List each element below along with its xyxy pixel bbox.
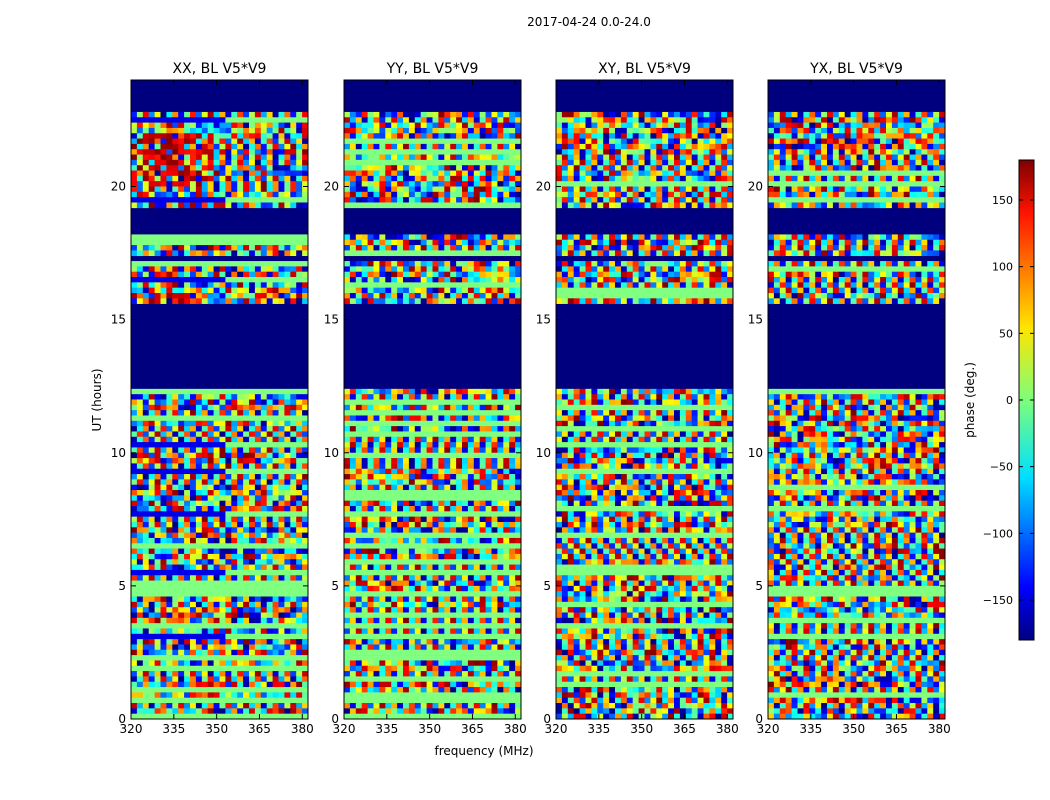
x-tick-label: 380 [504, 722, 527, 736]
colorbar-tick-label: 150 [992, 194, 1013, 207]
y-tick-label: 0 [118, 712, 126, 726]
x-axis-label: frequency (MHz) [434, 744, 533, 758]
colorbar-ticks: 150 100 50 0 −50 −100 −150 [983, 194, 1034, 607]
y-tick-label: 20 [536, 180, 551, 194]
panel-yy: YY, BL V5*V9 320 335 350 365 380 0 5 10 15 20 [324, 61, 527, 736]
x-tick-label: 335 [799, 722, 822, 736]
y-tick-label: 15 [111, 313, 126, 327]
y-tick-label: 20 [111, 180, 126, 194]
x-tick-label: 380 [291, 722, 314, 736]
y-tick-label: 15 [536, 313, 551, 327]
x-tick-label: 380 [716, 722, 739, 736]
heatmap-cells [131, 111, 309, 720]
panel-frame [343, 79, 522, 720]
y-tick-label: 20 [748, 180, 763, 194]
panel-yx: YX, BL V5*V9 320 335 350 365 380 0 5 10 15 20 [748, 61, 951, 736]
y-axis-label: UT (hours) [90, 368, 104, 431]
colorbar-tick-label: −100 [983, 527, 1013, 540]
x-tick-label: 320 [757, 722, 780, 736]
x-tick-label: 350 [630, 722, 653, 736]
colorbar-tick-label: 50 [999, 327, 1013, 340]
x-tick-label: 350 [842, 722, 865, 736]
x-tick-label: 335 [587, 722, 610, 736]
panel-xx: XX, BL V5*V9 320 335 350 365 380 0 5 10 15 20 [111, 61, 314, 736]
y-tick-label: 5 [331, 579, 339, 593]
y-tick-label: 0 [755, 712, 763, 726]
heatmap-cells [556, 111, 734, 720]
panel-title: XX, BL V5*V9 [173, 61, 267, 77]
heatmap-cells [344, 111, 522, 720]
x-tick-label: 365 [248, 722, 271, 736]
x-tick-label: 365 [461, 722, 484, 736]
panel-frame [130, 79, 309, 720]
x-tick-label: 380 [928, 722, 951, 736]
x-tick-label: 320 [333, 722, 356, 736]
panel-frame [767, 79, 946, 720]
x-tick-label: 365 [885, 722, 908, 736]
x-tick-label: 365 [673, 722, 696, 736]
y-tick-label: 20 [324, 180, 339, 194]
colorbar-tick-label: −150 [983, 594, 1013, 607]
x-tick-label: 335 [162, 722, 185, 736]
panel-title: YX, BL V5*V9 [809, 61, 903, 77]
x-tick-label: 320 [120, 722, 143, 736]
colorbar-tick-label: 0 [1006, 394, 1013, 407]
colorbar-label: phase (deg.) [963, 362, 977, 438]
x-tick-label: 350 [205, 722, 228, 736]
y-tick-label: 15 [324, 313, 339, 327]
heatmap-cells [768, 111, 946, 720]
y-tick-label: 10 [324, 446, 339, 460]
panel-title: XY, BL V5*V9 [598, 61, 691, 77]
y-tick-label: 0 [331, 712, 339, 726]
y-tick-label: 0 [543, 712, 551, 726]
y-tick-label: 10 [536, 446, 551, 460]
x-tick-label: 335 [375, 722, 398, 736]
y-tick-label: 10 [111, 446, 126, 460]
panel-xy: XY, BL V5*V9 320 335 350 365 380 0 5 10 15 20 [536, 61, 739, 736]
colorbar-tick-label: 100 [992, 261, 1013, 274]
y-tick-label: 5 [543, 579, 551, 593]
figure-suptitle: 2017-04-24 0.0-24.0 [527, 15, 651, 29]
y-tick-label: 5 [755, 579, 763, 593]
y-tick-label: 10 [748, 446, 763, 460]
panel-title: YY, BL V5*V9 [386, 61, 479, 77]
y-tick-label: 5 [118, 579, 126, 593]
panel-frame [555, 79, 734, 720]
x-tick-label: 350 [418, 722, 441, 736]
y-tick-label: 15 [748, 313, 763, 327]
colorbar-tick-label: −50 [990, 461, 1013, 474]
x-tick-label: 320 [545, 722, 568, 736]
